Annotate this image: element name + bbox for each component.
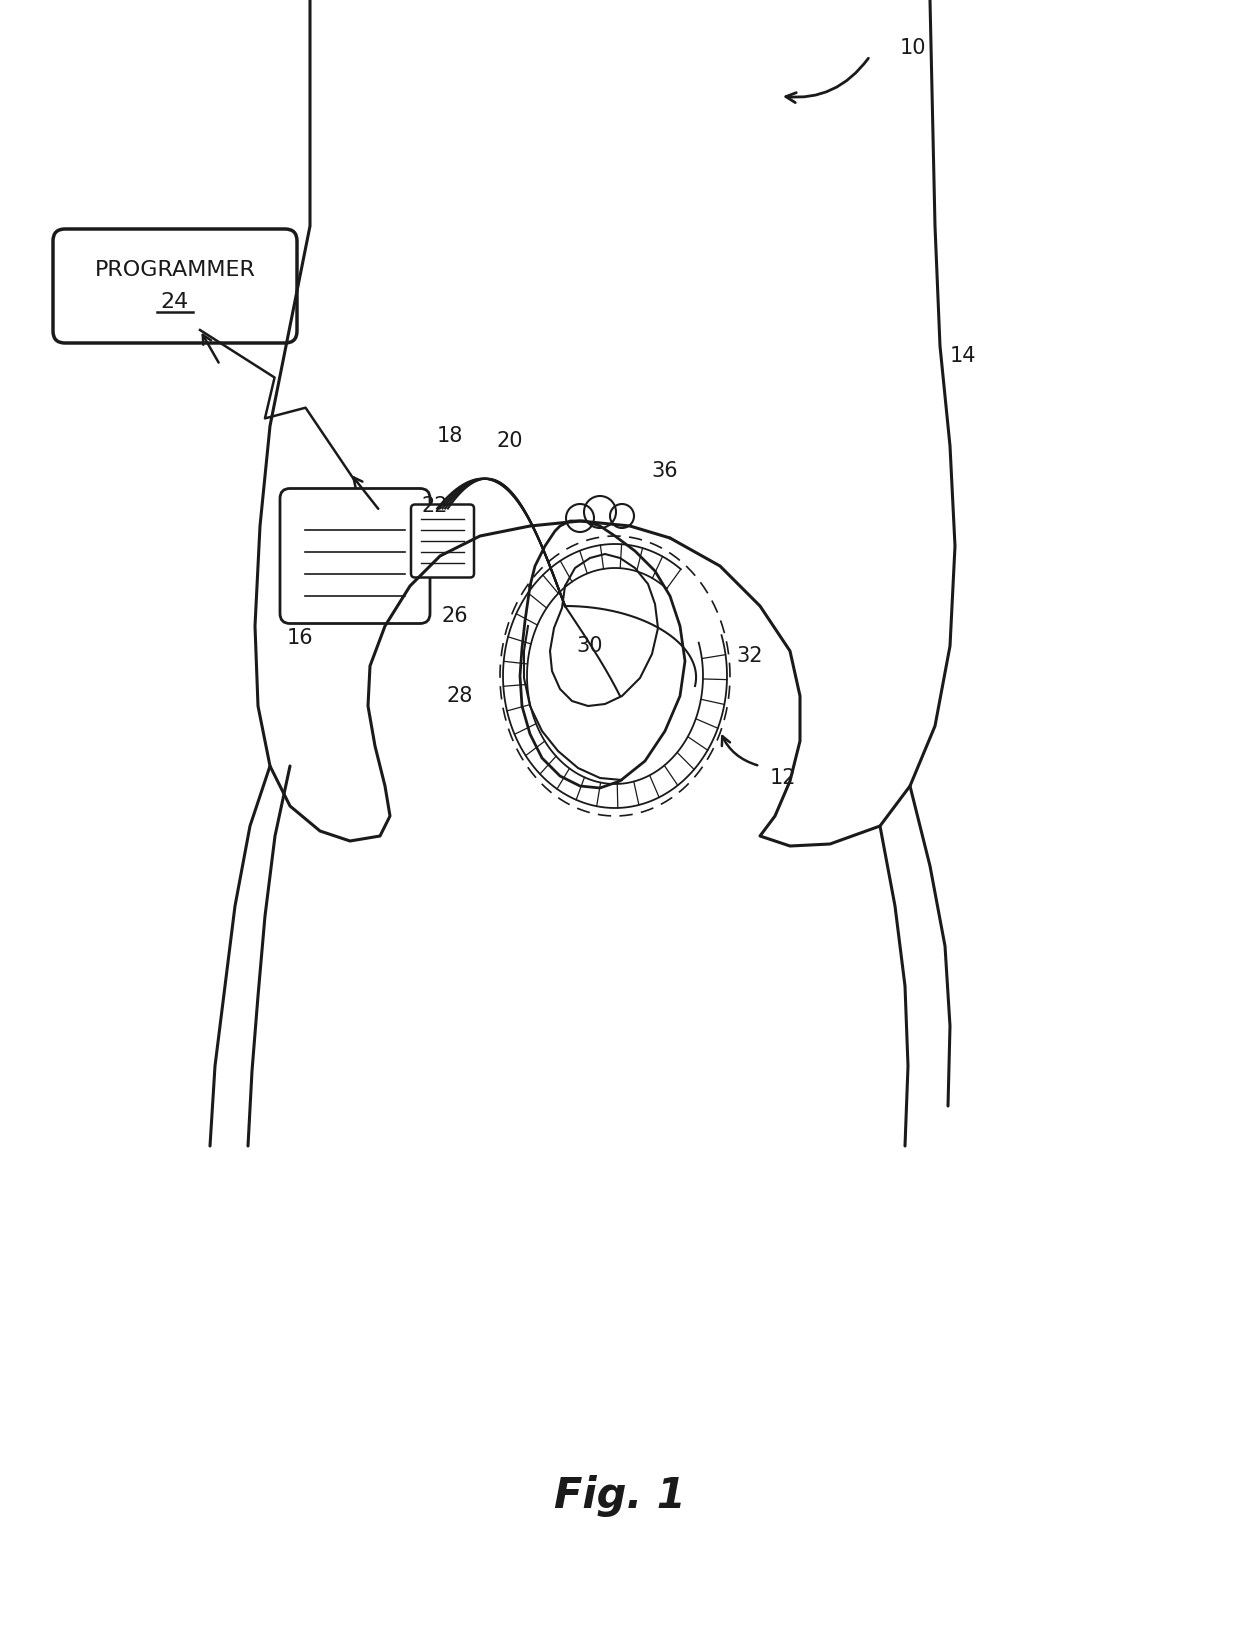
FancyBboxPatch shape: [53, 229, 298, 343]
Text: Fig. 1: Fig. 1: [554, 1475, 686, 1517]
Text: 28: 28: [446, 686, 474, 706]
Text: 32: 32: [737, 646, 764, 667]
Text: 20: 20: [497, 431, 523, 450]
FancyBboxPatch shape: [280, 488, 430, 623]
Text: 24: 24: [161, 293, 190, 312]
Text: 12: 12: [770, 767, 796, 789]
Text: 14: 14: [950, 346, 977, 366]
Text: 22: 22: [422, 496, 448, 515]
Text: 18: 18: [436, 426, 464, 446]
Text: PROGRAMMER: PROGRAMMER: [94, 260, 255, 280]
FancyBboxPatch shape: [410, 504, 474, 577]
Text: 26: 26: [441, 606, 469, 626]
Text: 36: 36: [652, 462, 678, 481]
Text: 30: 30: [577, 636, 603, 655]
Text: 10: 10: [900, 37, 926, 59]
Text: 16: 16: [286, 628, 314, 649]
